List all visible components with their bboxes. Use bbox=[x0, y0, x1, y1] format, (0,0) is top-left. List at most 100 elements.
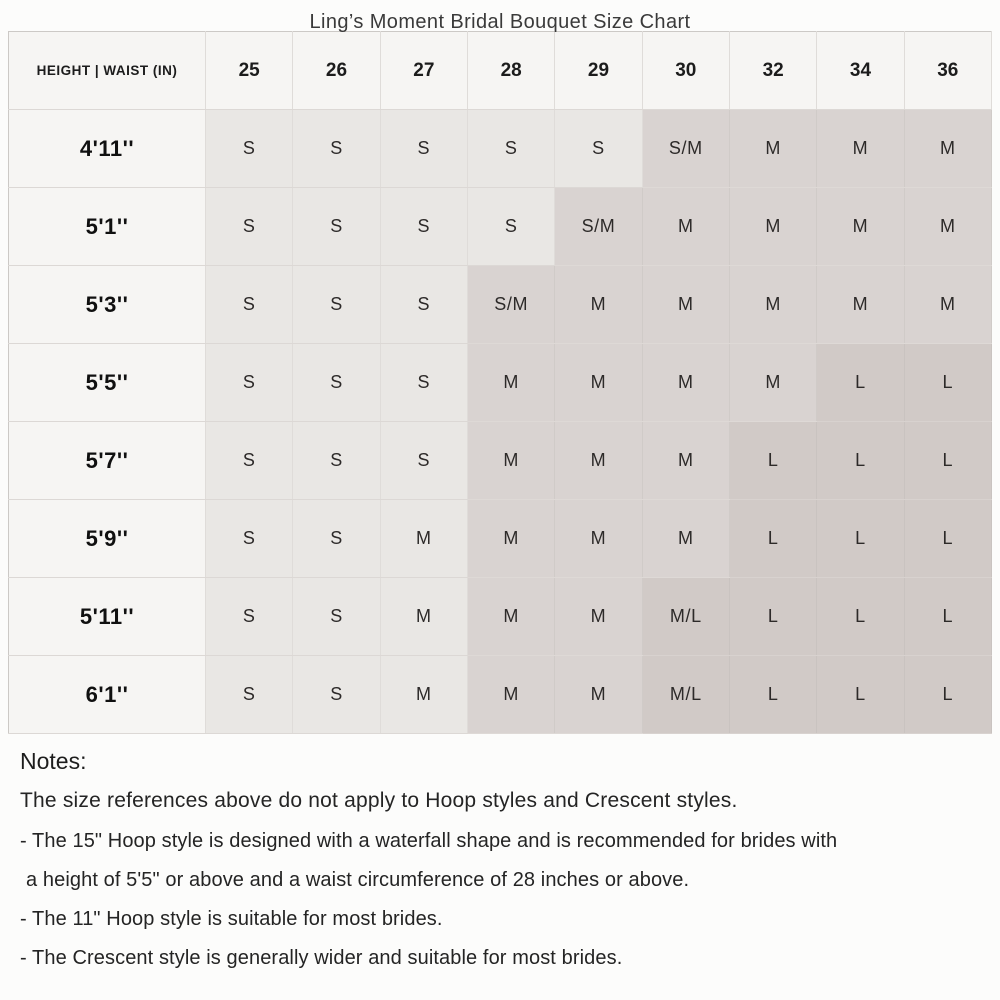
size-cell: L bbox=[816, 343, 905, 422]
size-chart-table: HEIGHT | WAIST (IN) 25 26 27 28 29 30 32 34 36 4… bbox=[8, 31, 993, 734]
note-line: - The 15" Hoop style is designed with a … bbox=[20, 830, 838, 852]
notes-list: - The 15" Hoop style is designed with a … bbox=[20, 822, 1000, 978]
size-cell: L bbox=[816, 421, 905, 500]
size-cell: M bbox=[904, 109, 993, 188]
size-cell: M bbox=[904, 187, 993, 266]
size-cell: M bbox=[816, 109, 905, 188]
size-cell: L bbox=[729, 655, 818, 734]
table-row: 5'1'' S S S S S/M M M M M bbox=[8, 187, 993, 266]
size-cell: S bbox=[205, 187, 294, 266]
height-row-label: 5'11'' bbox=[8, 577, 206, 656]
size-cell: M bbox=[467, 499, 556, 578]
size-cell: M bbox=[554, 265, 643, 344]
size-cell: S bbox=[380, 265, 468, 344]
size-cell: S bbox=[380, 343, 468, 422]
size-cell: M bbox=[554, 343, 643, 422]
size-cell: S/M bbox=[642, 109, 730, 188]
size-cell: M bbox=[729, 187, 818, 266]
size-cell: L bbox=[816, 577, 905, 656]
size-cell: L bbox=[816, 655, 905, 734]
table-row: 5'3'' S S S S/M M M M M M bbox=[8, 265, 993, 344]
waist-column-header: 26 bbox=[292, 31, 381, 110]
table-row: 5'11'' S S M M M M/L L L L bbox=[8, 577, 993, 656]
size-cell: S bbox=[205, 265, 294, 344]
size-cell: L bbox=[904, 499, 993, 578]
height-row-label: 5'7'' bbox=[8, 421, 206, 500]
waist-column-header: 27 bbox=[380, 31, 468, 110]
note-line: - The 11" Hoop style is suitable for mos… bbox=[20, 908, 443, 930]
size-cell: M/L bbox=[642, 655, 730, 734]
size-cell: L bbox=[904, 343, 993, 422]
size-cell: M bbox=[729, 265, 818, 344]
table-row: 5'9'' S S M M M M L L L bbox=[8, 499, 993, 578]
waist-column-header: 29 bbox=[554, 31, 643, 110]
size-cell: L bbox=[729, 499, 818, 578]
size-cell: M bbox=[816, 265, 905, 344]
height-row-label: 5'1'' bbox=[8, 187, 206, 266]
page-title: Ling’s Moment Bridal Bouquet Size Chart bbox=[309, 11, 691, 33]
table-row: 5'7'' S S S M M M L L L bbox=[8, 421, 993, 500]
size-cell: S/M bbox=[554, 187, 643, 266]
size-cell: S/M bbox=[467, 265, 556, 344]
size-cell: S bbox=[467, 187, 556, 266]
height-row-label: 5'3'' bbox=[8, 265, 206, 344]
size-cell: M/L bbox=[642, 577, 730, 656]
size-cell: L bbox=[729, 577, 818, 656]
size-cell: M bbox=[816, 187, 905, 266]
note-line: a height of 5'5" or above and a waist ci… bbox=[26, 869, 690, 891]
size-cell: S bbox=[380, 187, 468, 266]
waist-column-header: 25 bbox=[205, 31, 294, 110]
size-cell: S bbox=[205, 655, 294, 734]
height-row-label: 5'9'' bbox=[8, 499, 206, 578]
size-cell: S bbox=[292, 577, 381, 656]
waist-column-header: 36 bbox=[904, 31, 993, 110]
size-cell: S bbox=[292, 265, 381, 344]
size-cell: M bbox=[642, 421, 730, 500]
size-cell: M bbox=[642, 187, 730, 266]
size-cell: S bbox=[205, 421, 294, 500]
table-row: 4'11'' S S S S S S/M M M M bbox=[8, 109, 993, 188]
height-row-label: 4'11'' bbox=[8, 109, 206, 188]
table-row: 5'5'' S S S M M M M L L bbox=[8, 343, 993, 422]
height-row-label: 5'5'' bbox=[8, 343, 206, 422]
size-cell: M bbox=[467, 577, 556, 656]
notes-summary-line: The size references above do not apply t… bbox=[20, 789, 738, 812]
size-cell: M bbox=[467, 343, 556, 422]
corner-header-cell: HEIGHT | WAIST (IN) bbox=[8, 31, 206, 110]
height-row-label: 6'1'' bbox=[8, 655, 206, 734]
size-cell: S bbox=[292, 499, 381, 578]
waist-column-header: 32 bbox=[729, 31, 818, 110]
size-cell: S bbox=[292, 109, 381, 188]
size-cell: M bbox=[729, 343, 818, 422]
notes-heading: Notes: bbox=[20, 748, 87, 774]
size-cell: M bbox=[554, 499, 643, 578]
note-line: - The Crescent style is generally wider … bbox=[20, 947, 623, 969]
size-cell: S bbox=[205, 499, 294, 578]
size-cell: S bbox=[205, 343, 294, 422]
size-cell: M bbox=[554, 577, 643, 656]
size-cell: M bbox=[729, 109, 818, 188]
size-cell: M bbox=[467, 655, 556, 734]
table-row: 6'1'' S S M M M M/L L L L bbox=[8, 655, 993, 734]
size-cell: S bbox=[554, 109, 643, 188]
size-cell: M bbox=[642, 265, 730, 344]
size-cell: S bbox=[292, 343, 381, 422]
size-cell: M bbox=[380, 499, 468, 578]
size-cell: S bbox=[292, 187, 381, 266]
size-cell: L bbox=[904, 577, 993, 656]
size-cell: M bbox=[904, 265, 993, 344]
notes-section: Notes: The size references above do not … bbox=[20, 743, 1000, 978]
size-cell: M bbox=[642, 343, 730, 422]
size-cell: L bbox=[729, 421, 818, 500]
size-cell: M bbox=[554, 421, 643, 500]
size-cell: S bbox=[380, 109, 468, 188]
size-cell: M bbox=[554, 655, 643, 734]
size-cell: M bbox=[380, 655, 468, 734]
size-cell: L bbox=[904, 421, 993, 500]
size-cell: M bbox=[380, 577, 468, 656]
size-cell: S bbox=[205, 109, 294, 188]
size-cell: S bbox=[380, 421, 468, 500]
table-header-row: HEIGHT | WAIST (IN) 25 26 27 28 29 30 32 34 36 bbox=[8, 31, 993, 110]
size-cell: S bbox=[205, 577, 294, 656]
waist-column-header: 34 bbox=[816, 31, 905, 110]
